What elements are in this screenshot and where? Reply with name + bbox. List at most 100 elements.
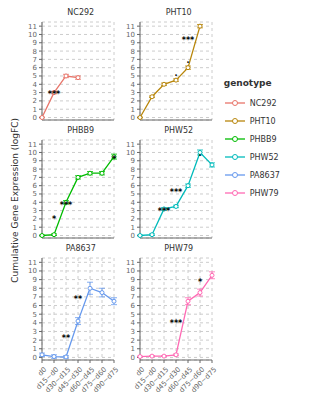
svg-text:11: 11 (28, 259, 37, 267)
svg-text:6: 6 (130, 182, 135, 190)
svg-text:11: 11 (126, 23, 135, 31)
svg-text:***: *** (59, 201, 72, 210)
svg-text:4: 4 (32, 81, 37, 89)
html-text:genotype: genotype (223, 78, 272, 88)
svg-text:7: 7 (32, 293, 36, 301)
html-text:PHW79: PHW79 (249, 188, 279, 198)
svg-text:0: 0 (32, 114, 36, 122)
svg-text:d15~d0: d15~d0 (34, 365, 61, 392)
svg-text:**: ** (62, 334, 71, 343)
svg-text:9: 9 (32, 157, 36, 165)
svg-text:6: 6 (32, 182, 37, 190)
html-text:PHW52: PHW52 (249, 152, 279, 162)
svg-text:5: 5 (130, 72, 134, 80)
svg-text:0: 0 (32, 232, 36, 240)
svg-text:2: 2 (32, 97, 36, 105)
svg-text:3: 3 (32, 207, 36, 215)
svg-text:*: * (52, 215, 57, 224)
svg-text:7: 7 (32, 174, 36, 182)
svg-text:1: 1 (130, 345, 134, 353)
svg-text:0: 0 (130, 114, 134, 122)
svg-text:6: 6 (32, 302, 37, 310)
svg-text:5: 5 (130, 190, 134, 198)
html-text:PA8637: PA8637 (249, 170, 280, 180)
svg-text:***: *** (181, 36, 194, 45)
svg-text:***: *** (169, 319, 182, 328)
svg-text:8: 8 (32, 48, 36, 56)
svg-text:1: 1 (32, 106, 36, 114)
svg-text:.: . (186, 56, 189, 65)
svg-text:d90~d75: d90~d75 (189, 366, 217, 392)
svg-text:7: 7 (130, 293, 134, 301)
svg-text:7: 7 (130, 174, 134, 182)
svg-text:11: 11 (28, 23, 37, 31)
svg-text:8: 8 (32, 285, 36, 293)
svg-text:d15~d0: d15~d0 (132, 365, 159, 392)
svg-text:3: 3 (130, 207, 134, 215)
svg-text:2: 2 (32, 337, 36, 345)
svg-text:11: 11 (28, 141, 37, 149)
svg-text:9: 9 (130, 39, 134, 47)
svg-text:4: 4 (32, 199, 37, 207)
svg-text:1: 1 (130, 106, 134, 114)
svg-text:5: 5 (32, 311, 36, 319)
svg-text:6: 6 (130, 64, 135, 72)
html-text:Cumulative Gene Expression (lo: Cumulative Gene Expression (logFC) (9, 117, 20, 283)
svg-text:*: * (112, 155, 117, 164)
svg-text:9: 9 (130, 276, 134, 284)
svg-text:7: 7 (130, 56, 134, 64)
svg-text:5: 5 (32, 72, 36, 80)
svg-text:.: . (198, 149, 201, 158)
svg-text:d90~d75: d90~d75 (91, 366, 119, 392)
svg-text:d0: d0 (134, 365, 147, 378)
html-text:NC292: NC292 (249, 98, 277, 108)
svg-text:3: 3 (32, 328, 36, 336)
svg-text:***: *** (47, 90, 60, 99)
svg-text:10: 10 (28, 149, 37, 157)
svg-text:***: *** (169, 188, 182, 197)
svg-text:6: 6 (32, 64, 37, 72)
html-text:PHT10: PHT10 (249, 116, 276, 126)
svg-text:*: * (198, 278, 203, 287)
svg-text:3: 3 (32, 89, 36, 97)
svg-text:3: 3 (130, 328, 134, 336)
svg-text:2: 2 (130, 215, 134, 223)
svg-text:2: 2 (130, 337, 134, 345)
svg-text:4: 4 (32, 319, 37, 327)
svg-text:4: 4 (130, 319, 135, 327)
svg-text:**: ** (74, 295, 83, 304)
svg-text:8: 8 (32, 166, 36, 174)
svg-text:1: 1 (32, 224, 36, 232)
svg-text:9: 9 (130, 157, 134, 165)
svg-text:8: 8 (130, 166, 134, 174)
svg-text:1: 1 (32, 345, 36, 353)
svg-text:4: 4 (130, 199, 135, 207)
svg-text:8: 8 (130, 285, 134, 293)
svg-text:0: 0 (130, 232, 134, 240)
svg-text:5: 5 (32, 190, 36, 198)
svg-text:9: 9 (32, 276, 36, 284)
svg-text:10: 10 (28, 31, 37, 39)
svg-text:5: 5 (130, 311, 134, 319)
svg-text:10: 10 (126, 31, 135, 39)
svg-text:7: 7 (32, 56, 36, 64)
svg-text:10: 10 (126, 149, 135, 157)
svg-text:0: 0 (130, 354, 134, 362)
svg-text:0: 0 (32, 354, 36, 362)
svg-text:1: 1 (130, 224, 134, 232)
svg-text:2: 2 (130, 97, 134, 105)
svg-text:***: *** (157, 207, 170, 216)
svg-text:4: 4 (130, 81, 135, 89)
svg-text:6: 6 (130, 302, 135, 310)
svg-text:.: . (174, 69, 177, 78)
svg-text:11: 11 (126, 259, 135, 267)
svg-text:2: 2 (32, 215, 36, 223)
svg-text:10: 10 (28, 267, 37, 275)
svg-text:9: 9 (32, 39, 36, 47)
svg-text:8: 8 (130, 48, 134, 56)
svg-text:3: 3 (130, 89, 134, 97)
svg-text:10: 10 (126, 267, 135, 275)
svg-text:d0: d0 (36, 365, 49, 378)
html-text:PHBB9: PHBB9 (249, 134, 277, 144)
svg-text:11: 11 (126, 141, 135, 149)
